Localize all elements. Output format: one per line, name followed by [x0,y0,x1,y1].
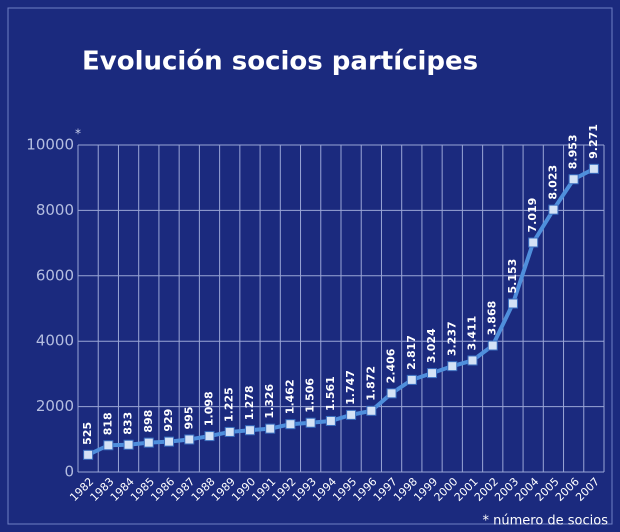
value-label: 995 [182,406,195,429]
marker [244,425,255,436]
frame [7,7,613,525]
marker [548,204,559,215]
value-label: 1.747 [344,370,357,405]
marker [325,415,336,426]
value-label: 2.817 [405,335,418,370]
marker [204,431,215,442]
value-label: 1.506 [304,378,317,413]
footnote: * número de socios [482,514,608,529]
marker [265,423,276,434]
marker [346,409,357,420]
value-label: 525 [81,422,94,445]
value-label: 1.098 [203,391,216,426]
marker [103,440,114,451]
value-label: 1.872 [364,366,377,401]
marker [427,368,438,379]
value-label: 5.153 [506,259,519,294]
axis-note: * [75,127,81,141]
value-label: 898 [142,410,155,433]
marker [528,237,539,248]
y-tick-label: 8000 [36,201,74,219]
marker [164,436,175,447]
value-label: 8.953 [567,134,580,169]
value-label: 1.462 [283,379,296,414]
chart-title: Evolución socios partícipes [82,47,478,77]
value-label: 8.023 [546,165,559,200]
marker [305,417,316,428]
marker [487,340,498,351]
marker [588,163,599,174]
marker [285,419,296,430]
y-tick-label: 0 [64,463,74,481]
marker [123,439,134,450]
value-label: 3.868 [486,301,499,336]
marker [507,298,518,309]
value-label: 833 [122,412,135,435]
value-label: 929 [162,409,175,432]
value-label: 3.237 [445,321,458,356]
y-tick-label: 10000 [26,136,74,154]
marker [467,355,478,366]
value-label: 3.024 [425,328,438,363]
value-label: 2.406 [385,348,398,383]
marker [386,388,397,399]
marker [184,434,195,445]
y-tick-label: 4000 [36,332,74,350]
marker [366,405,377,416]
value-label: 818 [101,412,114,435]
value-label: 7.019 [526,198,539,233]
y-tick-label: 2000 [36,397,74,415]
value-label: 1.278 [243,385,256,420]
marker [447,361,458,372]
value-label: 1.561 [324,376,337,411]
marker [143,437,154,448]
value-label: 9.271 [587,124,600,159]
value-label: 3.411 [466,316,479,351]
marker [224,426,235,437]
marker [568,174,579,185]
value-label: 1.326 [263,383,276,418]
marker [83,449,94,460]
value-label: 1.225 [223,387,236,422]
y-tick-label: 6000 [36,266,74,284]
marker [406,374,417,385]
